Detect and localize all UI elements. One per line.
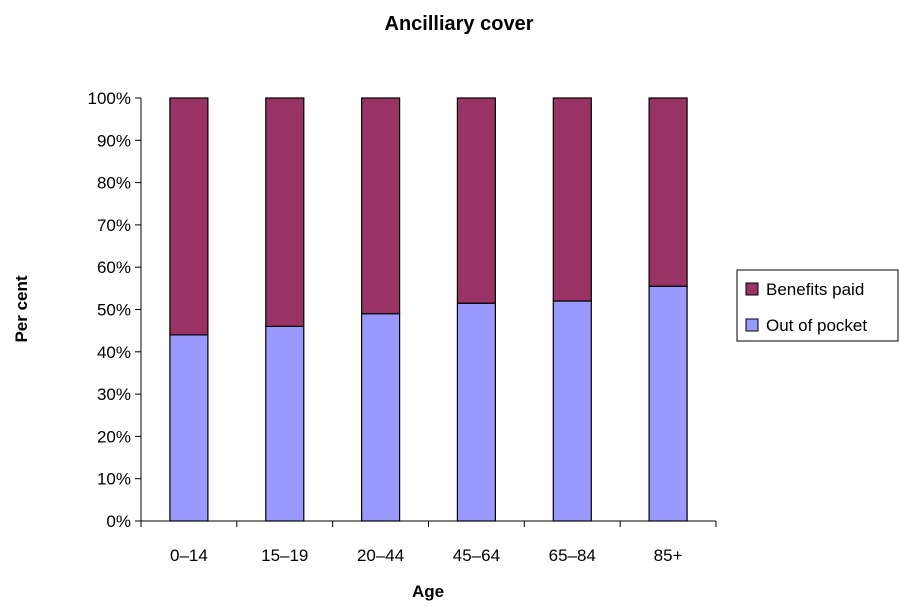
chart-title: Ancilliary cover: [385, 13, 534, 35]
bar-segment-out-of-pocket: [648, 285, 688, 522]
y-tick-label: 70%: [97, 216, 131, 235]
legend-label-out-of-pocket: Out of pocket: [766, 316, 867, 335]
y-tick-label: 100%: [88, 89, 131, 108]
legend-label-benefits-paid: Benefits paid: [766, 280, 864, 299]
legend-swatch-out-of-pocket: [745, 318, 759, 332]
y-tick-label: 20%: [97, 427, 131, 446]
bar-segment-out-of-pocket: [265, 325, 305, 522]
legend: Benefits paid Out of pocket: [736, 269, 899, 342]
y-tick-label: 60%: [97, 258, 131, 277]
bar-layer: [169, 97, 688, 522]
bar-segment-benefits-paid: [456, 97, 496, 304]
x-tick-label: 85+: [654, 546, 683, 565]
y-tick-label: 0%: [106, 512, 131, 531]
legend-swatch-benefits-paid: [745, 282, 759, 296]
bar-segment-out-of-pocket: [456, 302, 496, 522]
x-tick-label: 15–19: [261, 546, 308, 565]
bar-segment-benefits-paid: [648, 97, 688, 287]
legend-box: [736, 269, 899, 342]
bar-segment-out-of-pocket: [552, 300, 592, 522]
axes: 0% 10% 20% 30% 40% 50% 60% 70% 80% 90% 100% 0–14 15–…: [88, 89, 717, 565]
y-tick-label: 10%: [97, 470, 131, 489]
bar-segment-benefits-paid: [265, 97, 305, 327]
x-tick-label: 65–84: [549, 546, 596, 565]
bar-segment-benefits-paid: [552, 97, 592, 302]
y-tick-label: 30%: [97, 385, 131, 404]
y-tick-label: 40%: [97, 343, 131, 362]
bar-segment-benefits-paid: [361, 97, 401, 315]
y-tick-label: 90%: [97, 131, 131, 150]
bar-segment-out-of-pocket: [361, 313, 401, 522]
y-tick-label: 80%: [97, 174, 131, 193]
x-tick-label: 20–44: [357, 546, 404, 565]
bar-segment-out-of-pocket: [169, 334, 209, 522]
y-axis-title: Per cent: [12, 275, 31, 342]
x-tick-label: 45–64: [453, 546, 500, 565]
x-axis-title: Age: [412, 582, 444, 601]
bar-segment-benefits-paid: [169, 97, 209, 336]
y-tick-label: 50%: [97, 301, 131, 320]
x-tick-label: 0–14: [170, 546, 208, 565]
